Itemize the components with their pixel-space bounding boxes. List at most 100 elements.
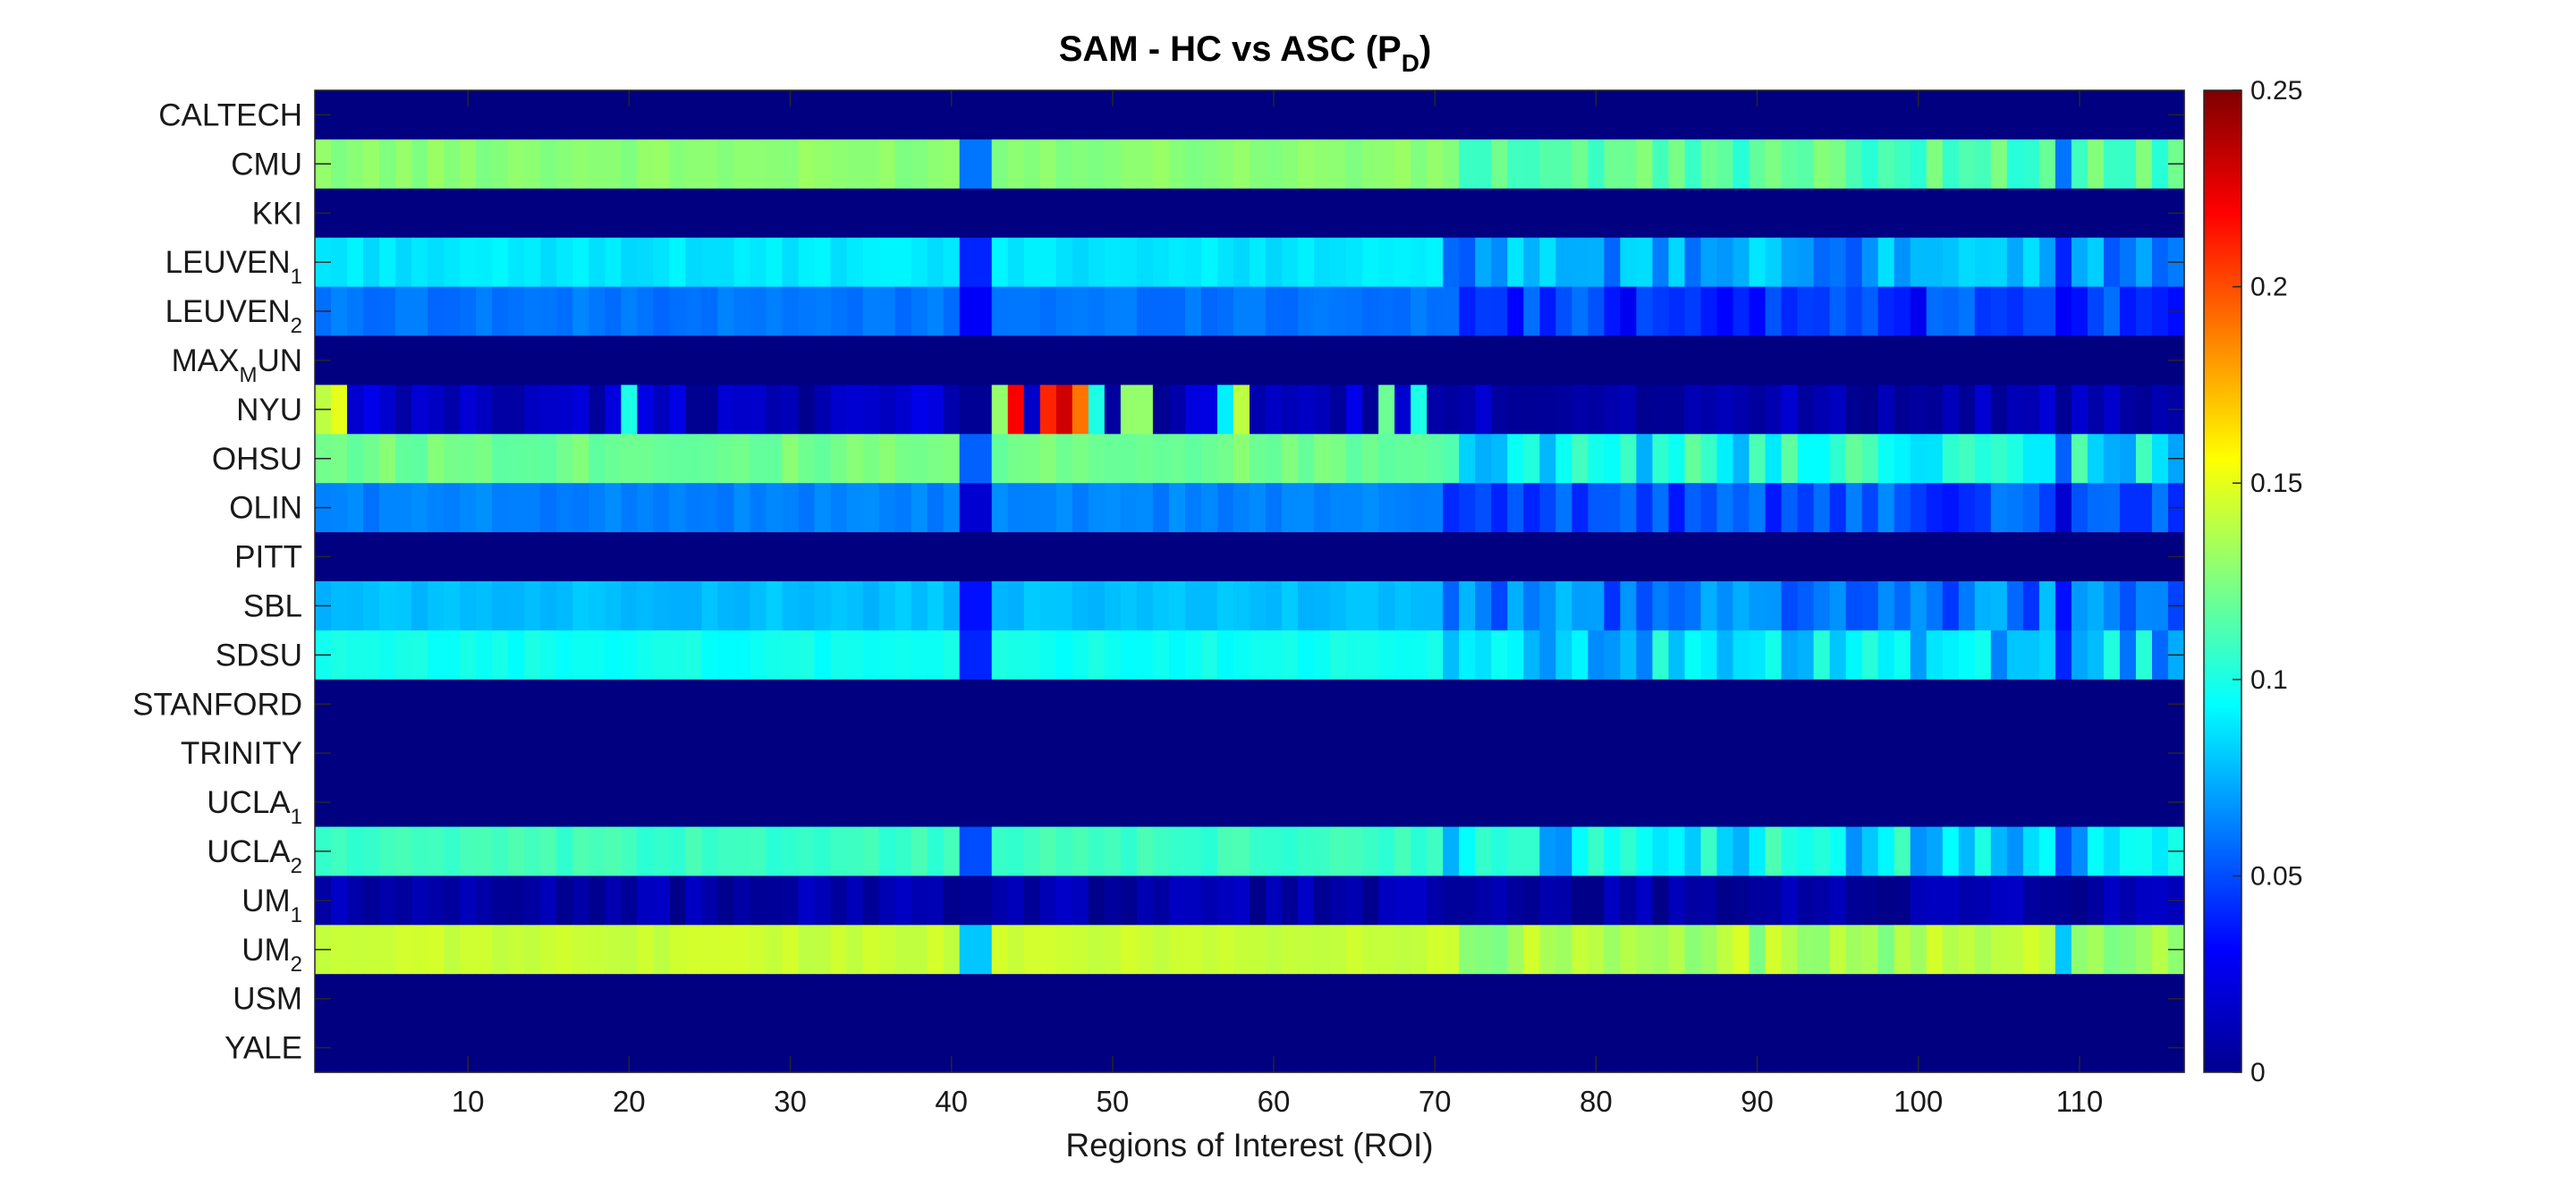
heatmap-cell [1539,679,1556,730]
heatmap-cell [2038,1023,2056,1073]
heatmap-cell [589,90,606,140]
heatmap-cell [1023,483,1041,533]
heatmap-cell [1330,483,1347,533]
heatmap-cell [1200,139,1218,190]
heatmap-cell [2119,434,2137,484]
heatmap-cell [1572,385,1589,435]
heatmap-cell [1781,188,1799,239]
heatmap-cell [428,679,445,730]
heatmap-cell [492,581,509,631]
heatmap-cell [653,532,670,582]
heatmap-cell [1797,139,1815,190]
heatmap-cell [1088,483,1106,533]
heatmap-cell [1136,90,1154,140]
heatmap-cell [1604,286,1621,337]
heatmap-cell [540,335,557,385]
heatmap-cell [2071,581,2089,631]
heatmap-cell [1168,385,1186,435]
heatmap-cell [1555,876,1572,926]
heatmap-cell [2022,679,2040,730]
heatmap-cell [556,876,573,926]
heatmap-cell [1797,385,1815,435]
heatmap-cell [1910,188,1928,239]
heatmap-cell [701,335,719,385]
heatmap-cell [1555,90,1572,140]
heatmap-cell [460,532,477,582]
heatmap-cell [637,630,654,681]
heatmap-cell [1974,188,1992,239]
heatmap-cell [2119,532,2137,582]
heatmap-cell [975,434,993,484]
heatmap-cell [1475,483,1492,533]
heatmap-cell [1314,139,1331,190]
heatmap-cell [524,483,541,533]
heatmap-cell [589,876,606,926]
heatmap-cell [1668,286,1686,337]
heatmap-cell [1507,826,1524,876]
heatmap-cell [1958,1023,1976,1073]
heatmap-cell [444,90,461,140]
heatmap-cell [1877,188,1895,239]
heatmap-cell [1282,728,1299,779]
heatmap-cell [1233,335,1250,385]
heatmap-cell [1894,1023,1911,1073]
y-tick-label: UCLA2 [207,834,302,878]
heatmap-cell [1507,286,1524,337]
heatmap-cell [1507,434,1524,484]
heatmap-cell [556,1023,573,1073]
heatmap-cell [2038,728,2056,779]
heatmap-cell [637,925,654,975]
heatmap-cell [1684,630,1702,681]
heatmap-cell [1572,826,1589,876]
heatmap-cell [975,385,993,435]
heatmap-cell [508,728,525,779]
heatmap-cell [460,139,477,190]
heatmap-cell [1023,385,1041,435]
heatmap-cell [1910,876,1928,926]
heatmap-cell [717,777,735,828]
heatmap-cell [1427,581,1444,631]
heatmap-cell [669,335,686,385]
heatmap-cell [1475,532,1492,582]
heatmap-cell [1861,679,1879,730]
heatmap-cell [379,777,396,828]
heatmap-cell [1072,286,1089,337]
heatmap-cell [1136,728,1154,779]
heatmap-cell [1072,434,1089,484]
heatmap-cell [733,826,751,876]
heatmap-cell [894,139,912,190]
heatmap-cell [1216,826,1234,876]
heatmap-cell [1990,876,2008,926]
heatmap-cell [1829,826,1847,876]
heatmap-cell [556,483,573,533]
heatmap-cell [1088,581,1106,631]
heatmap-cell [1942,188,1960,239]
heatmap-cell [846,483,864,533]
heatmap-cell [1120,286,1138,337]
heatmap-cell [379,385,396,435]
heatmap-cell [1298,483,1315,533]
heatmap-cell [1266,139,1283,190]
heatmap-cell [1378,385,1395,435]
heatmap-cell [1942,139,1960,190]
heatmap-cell [1668,90,1686,140]
heatmap-cell [395,335,412,385]
x-tick-label: 80 [1580,1085,1613,1118]
heatmap-cell [975,630,993,681]
heatmap-cell [1491,237,1508,288]
heatmap-cell [685,876,703,926]
y-tick-label-subscript: 1 [291,265,302,289]
heatmap-cell [1216,532,1234,582]
heatmap-cell [2135,483,2153,533]
heatmap-cell [846,532,864,582]
heatmap-cell [878,728,896,779]
heatmap-cell [1604,188,1621,239]
heatmap-cell [1926,286,1944,337]
x-tick-label: 70 [1419,1085,1452,1118]
heatmap-cell [846,434,864,484]
heatmap-cell [1636,139,1654,190]
heatmap-cell [2087,581,2105,631]
heatmap-cell [1781,1023,1799,1073]
heatmap-cell [411,90,428,140]
heatmap-cell [1749,139,1767,190]
